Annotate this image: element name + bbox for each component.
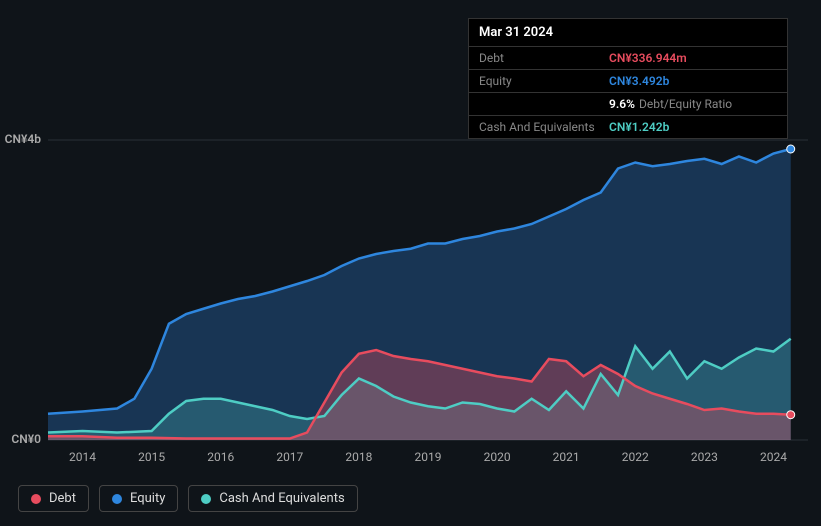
- tooltip-label: Equity: [479, 74, 609, 88]
- tooltip-value: 9.6%: [609, 97, 635, 111]
- legend-item-equity[interactable]: Equity: [99, 485, 178, 512]
- tooltip-date: Mar 31 2024: [469, 19, 787, 46]
- x-tick-label: 2019: [415, 450, 442, 464]
- x-tick-label: 2024: [760, 450, 787, 464]
- legend-label: Equity: [130, 491, 165, 506]
- x-tick-label: 2022: [622, 450, 649, 464]
- tooltip-value: CN¥1.242b: [609, 120, 669, 134]
- legend-item-debt[interactable]: Debt: [18, 485, 89, 512]
- x-tick-label: 2023: [691, 450, 718, 464]
- legend-dot-icon: [112, 494, 122, 504]
- legend-label: Cash And Equivalents: [219, 491, 344, 506]
- tooltip-label: [479, 97, 609, 111]
- tooltip-label: Debt: [479, 51, 609, 65]
- legend-item-cash-and-equivalents[interactable]: Cash And Equivalents: [188, 485, 357, 512]
- y-tick-label: CN¥0: [0, 432, 41, 446]
- x-tick-label: 2016: [207, 450, 234, 464]
- legend-dot-icon: [201, 494, 211, 504]
- tooltip-value: CN¥336.944m: [609, 51, 687, 65]
- chart-tooltip: Mar 31 2024 DebtCN¥336.944mEquityCN¥3.49…: [468, 18, 788, 139]
- tooltip-extra: Debt/Equity Ratio: [639, 97, 732, 111]
- x-tick-label: 2020: [484, 450, 511, 464]
- tooltip-value: CN¥3.492b: [609, 74, 669, 88]
- x-tick-label: 2014: [69, 450, 96, 464]
- end-marker-debt: [787, 411, 795, 419]
- y-tick-label: CN¥4b: [0, 132, 41, 146]
- x-tick-label: 2015: [138, 450, 165, 464]
- tooltip-row: EquityCN¥3.492b: [469, 69, 787, 92]
- tooltip-row: DebtCN¥336.944m: [469, 46, 787, 69]
- tooltip-row: Cash And EquivalentsCN¥1.242b: [469, 115, 787, 138]
- x-tick-label: 2017: [276, 450, 303, 464]
- legend-label: Debt: [49, 491, 76, 506]
- legend-dot-icon: [31, 494, 41, 504]
- x-tick-label: 2018: [345, 450, 372, 464]
- tooltip-row: 9.6% Debt/Equity Ratio: [469, 92, 787, 115]
- x-tick-label: 2021: [553, 450, 580, 464]
- end-marker-equity: [787, 145, 795, 153]
- chart-legend: Debt Equity Cash And Equivalents: [18, 485, 358, 512]
- tooltip-label: Cash And Equivalents: [479, 120, 609, 134]
